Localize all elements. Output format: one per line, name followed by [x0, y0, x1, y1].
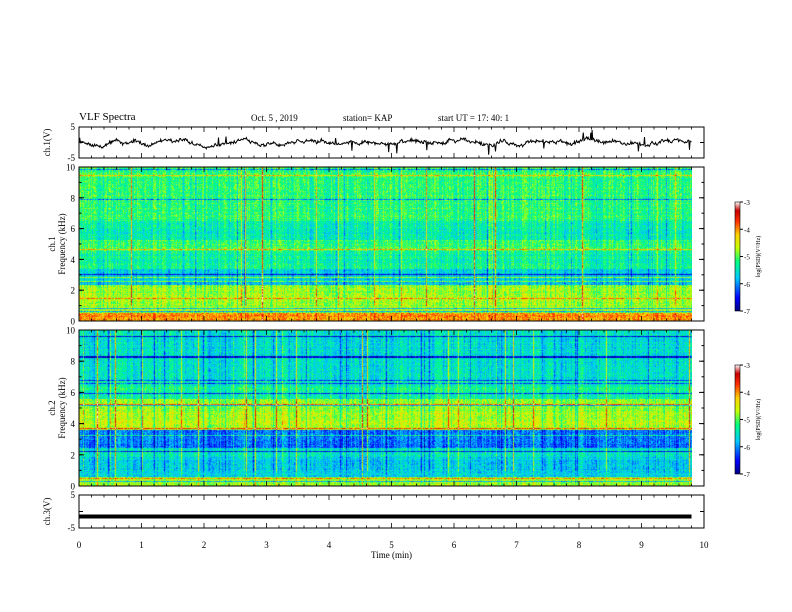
ch2-y-tick-label: 4: [71, 419, 76, 429]
ch2-colorbar-tick-label: -5: [744, 417, 750, 425]
ch2-y-tick-label: 10: [66, 326, 76, 336]
ch1-spectrogram-image: [79, 167, 692, 321]
ch2-colorbar: [734, 364, 741, 475]
ch1-y-tick-label: 0: [71, 317, 76, 327]
x-tick-label: 4: [327, 540, 332, 550]
x-axis-label: Time (min): [371, 550, 412, 560]
x-tick-label: 0: [77, 540, 82, 550]
ch3-y-axis-label: ch.3(V): [42, 498, 52, 526]
ch1-colorbar-tick-label: -3: [744, 199, 750, 207]
ch2-colorbar-tick-label: -6: [744, 444, 750, 452]
ch2-spectrogram-image: [79, 330, 692, 486]
ch2-y-axis-label: Frequency (kHz): [57, 377, 67, 438]
figure-title: VLF Spectra: [79, 111, 136, 123]
ch2-colorbar-tick-label: -3: [744, 362, 750, 370]
ch1-y-tick-label: 2: [71, 286, 76, 296]
ch1-y-tick-label: 4: [71, 255, 76, 265]
ch1-prefix-label: ch.1: [47, 236, 57, 251]
ch1-waveform-line: [78, 129, 692, 155]
ch1-colorbar-label: log(PSD)(V²/Hz): [755, 236, 762, 277]
x-tick-label: 5: [389, 540, 394, 550]
x-tick-label: 10: [700, 540, 710, 550]
ch1-y-axis-label: ch.1(V): [42, 129, 52, 157]
ch2-prefix-label: ch.2: [47, 400, 57, 415]
ch2-colorbar-label: log(PSD)(V²/Hz): [755, 399, 762, 440]
x-tick-label: 6: [452, 540, 457, 550]
ch2-colorbar-tick-label: -4: [744, 389, 750, 397]
ch1-y-tick-label: 5: [71, 122, 76, 132]
ch1-colorbar-tick-label: -5: [744, 254, 750, 262]
x-tick-label: 1: [139, 540, 144, 550]
x-tick-label: 7: [514, 540, 519, 550]
ch2-y-tick-label: 8: [71, 357, 76, 367]
ch1-y-tick-label: 6: [71, 224, 76, 234]
ch1-y-tick-label: -5: [68, 153, 76, 163]
ch2-y-tick-label: 6: [71, 388, 76, 398]
ch3-y-tick-label: 5: [71, 490, 76, 500]
ch1-y-tick-label: 10: [66, 163, 76, 173]
ch2-y-tick-label: 2: [71, 450, 76, 460]
ch1-colorbar-tick-label: -4: [744, 226, 750, 234]
ch1-y-tick-label: 8: [71, 193, 76, 203]
ch2-colorbar-tick-label: -7: [744, 471, 750, 479]
ch1-colorbar-tick-label: -6: [744, 281, 750, 289]
start-time-label: start UT = 17: 40: 1: [438, 113, 510, 123]
x-tick-label: 2: [202, 540, 207, 550]
station-label: station= KAP: [343, 113, 393, 123]
x-tick-label: 8: [577, 540, 582, 550]
ch1-y-axis-label: Frequency (kHz): [57, 213, 67, 274]
date-label: Oct. 5 , 2019: [251, 113, 298, 123]
ch2-y-tick-label: 0: [71, 482, 76, 492]
x-tick-label: 3: [264, 540, 269, 550]
ch1-colorbar-tick-label: -7: [744, 308, 750, 316]
ch1-colorbar: [734, 201, 741, 312]
x-tick-label: 9: [639, 540, 644, 550]
ch3-y-tick-label: -5: [68, 523, 76, 533]
